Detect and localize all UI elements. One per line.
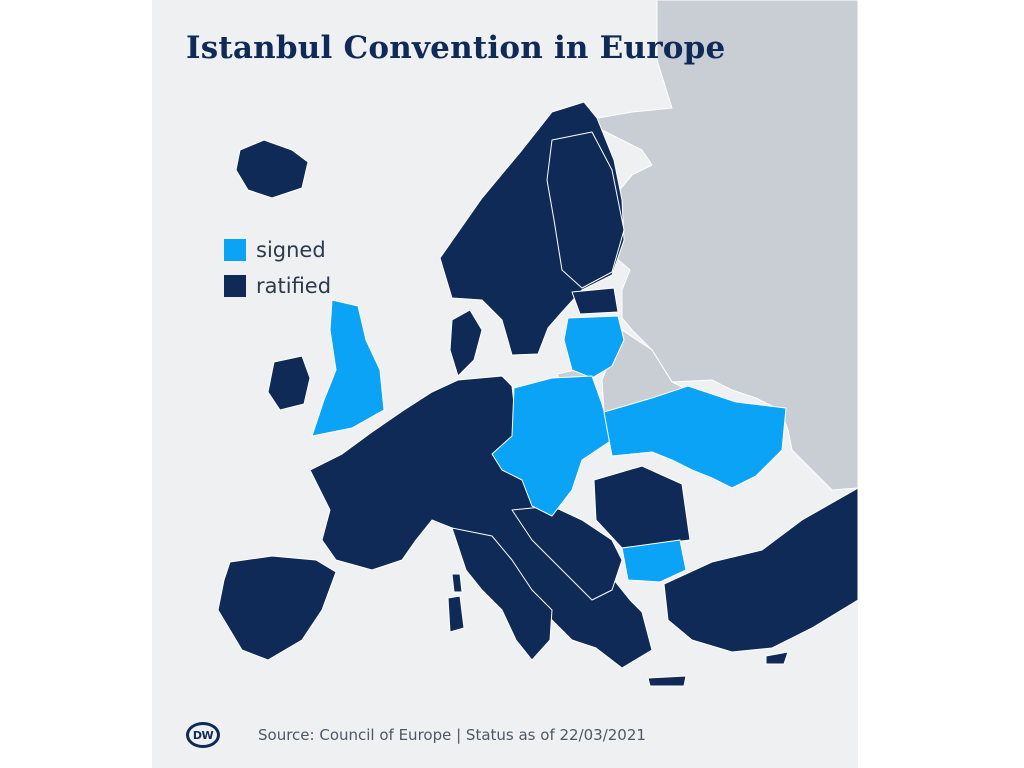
crete-region — [647, 675, 687, 687]
legend-item-signed: signed — [224, 232, 331, 268]
source-note: Source: Council of Europe | Status as of… — [258, 726, 646, 744]
iberia-region — [217, 555, 337, 661]
legend-label-signed: signed — [256, 238, 326, 262]
cyprus-region — [765, 651, 789, 665]
ireland-region — [267, 355, 311, 411]
western-central-europe-region — [309, 375, 653, 669]
baltic-signed-region — [563, 315, 625, 379]
legend-swatch-ratified — [224, 275, 246, 297]
legend-item-ratified: ratified — [224, 268, 331, 304]
central-europe-signed-region — [491, 375, 613, 517]
uk-region — [311, 299, 385, 437]
balkans-region — [511, 505, 623, 601]
denmark-region — [449, 309, 483, 377]
legend: signed ratified — [224, 232, 331, 304]
sardinia-region — [447, 595, 465, 633]
estonia-region — [571, 287, 619, 315]
italy-region — [451, 527, 553, 661]
ukraine-moldova-region — [603, 385, 787, 489]
bulgaria-region — [621, 539, 687, 583]
dw-logo-icon: DW — [186, 722, 220, 748]
corsica-region — [451, 573, 463, 593]
iceland-region — [235, 139, 309, 199]
turkey-region — [663, 487, 858, 653]
map-title: Istanbul Convention in Europe — [186, 30, 726, 66]
map-card: Istanbul Convention in Europe signed rat… — [152, 0, 858, 768]
europe-map — [217, 0, 858, 687]
footer: DW Source: Council of Europe | Status as… — [186, 722, 646, 748]
finland-region — [546, 131, 625, 289]
legend-label-ratified: ratified — [256, 274, 332, 298]
legend-swatch-signed — [224, 239, 246, 261]
romania-region — [593, 465, 691, 549]
